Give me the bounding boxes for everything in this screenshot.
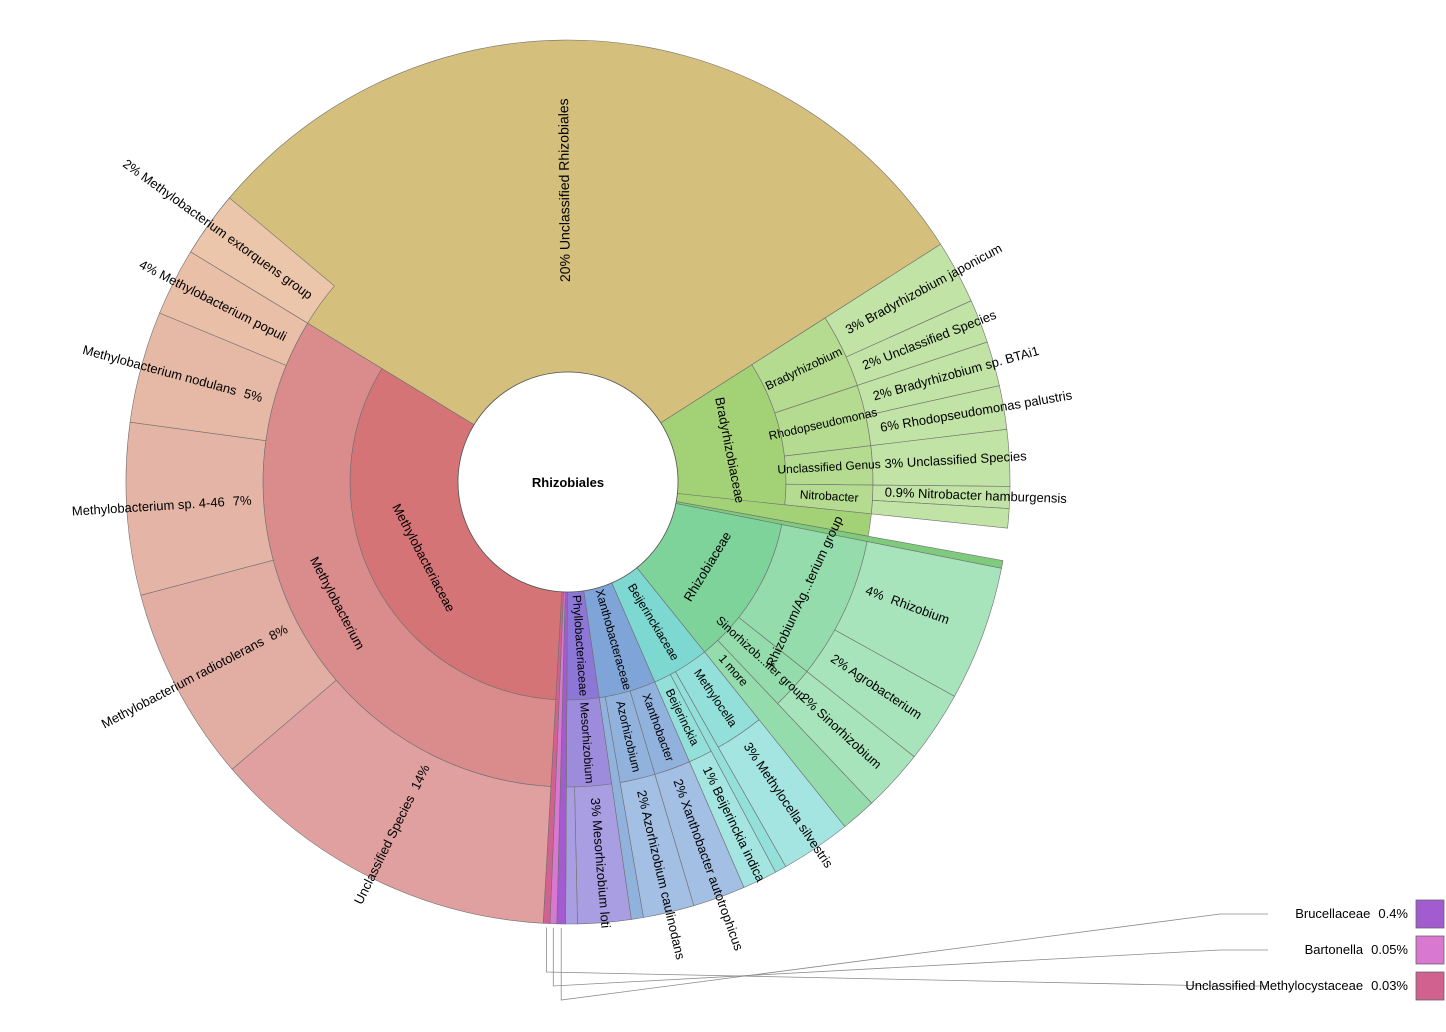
pct-rhizobium: 4%	[863, 583, 886, 604]
slices-layer	[125, 39, 1011, 925]
slice-unclassified-species[interactable]	[231, 679, 552, 924]
legend-swatch-bartonella[interactable]	[1415, 935, 1445, 965]
label-nitrobacter-hamburgensis: 0.9% Nitrobacter hamburgensis	[885, 485, 1068, 506]
legend-layer: Brucellaceae 0.4% Bartonella 0.05% Unclassif…	[546, 899, 1445, 1001]
legend-label-unclassified-methylocystaceae: Unclassified Methylocystaceae 0.03%	[1185, 978, 1408, 993]
legend-name-unclassified-methylocystaceae: Unclassified Methylocystaceae	[1185, 978, 1363, 993]
legend-pct-bartonella: 0.05%	[1371, 942, 1408, 957]
legend-label-bartonella: Bartonella 0.05%	[1305, 942, 1409, 957]
leader-line-bartonella	[552, 927, 1221, 987]
legend-name-brucellaceae: Brucellaceae	[1295, 906, 1370, 921]
pct-methylobacterium-nodulans: 5%	[242, 386, 264, 405]
pct-methylobacterium-sp-4-46: 7%	[232, 493, 252, 509]
name-unclassified-rhizobiales: Unclassified Rhizobiales	[555, 98, 573, 250]
label-nitrobacter: Nitrobacter	[799, 487, 858, 504]
pct-unclassified-rhizobiales: 20%	[556, 250, 572, 282]
legend-label-brucellaceae: Brucellaceae 0.4%	[1295, 906, 1408, 921]
label-phyllobacteriaceae: Phyllobacteriaceae	[570, 594, 591, 696]
legend-name-bartonella: Bartonella	[1305, 942, 1364, 957]
legend-pct-unclassified-methylocystaceae: 0.03%	[1371, 978, 1408, 993]
slice-methylobacterium-extorquens-group[interactable]	[190, 197, 335, 324]
legend-swatch-brucellaceae[interactable]	[1415, 899, 1445, 929]
leader-line-brucellaceae	[560, 913, 1221, 1001]
label-mesorhizobium: Mesorhizobium	[577, 702, 597, 784]
label-unclassified-rhizobiales: 20% Unclassified Rhizobiales	[555, 98, 573, 282]
root-label: Rhizobiales	[532, 475, 604, 490]
legend-pct-brucellaceae: 0.4%	[1378, 906, 1408, 921]
leader-line-unclassified-methylocystaceae	[546, 927, 1221, 987]
legend-swatch-unclassified-methylocystaceae[interactable]	[1415, 971, 1445, 1001]
root-hole[interactable]	[457, 371, 679, 593]
label-unclassified-genus: Unclassified Genus	[777, 457, 881, 477]
